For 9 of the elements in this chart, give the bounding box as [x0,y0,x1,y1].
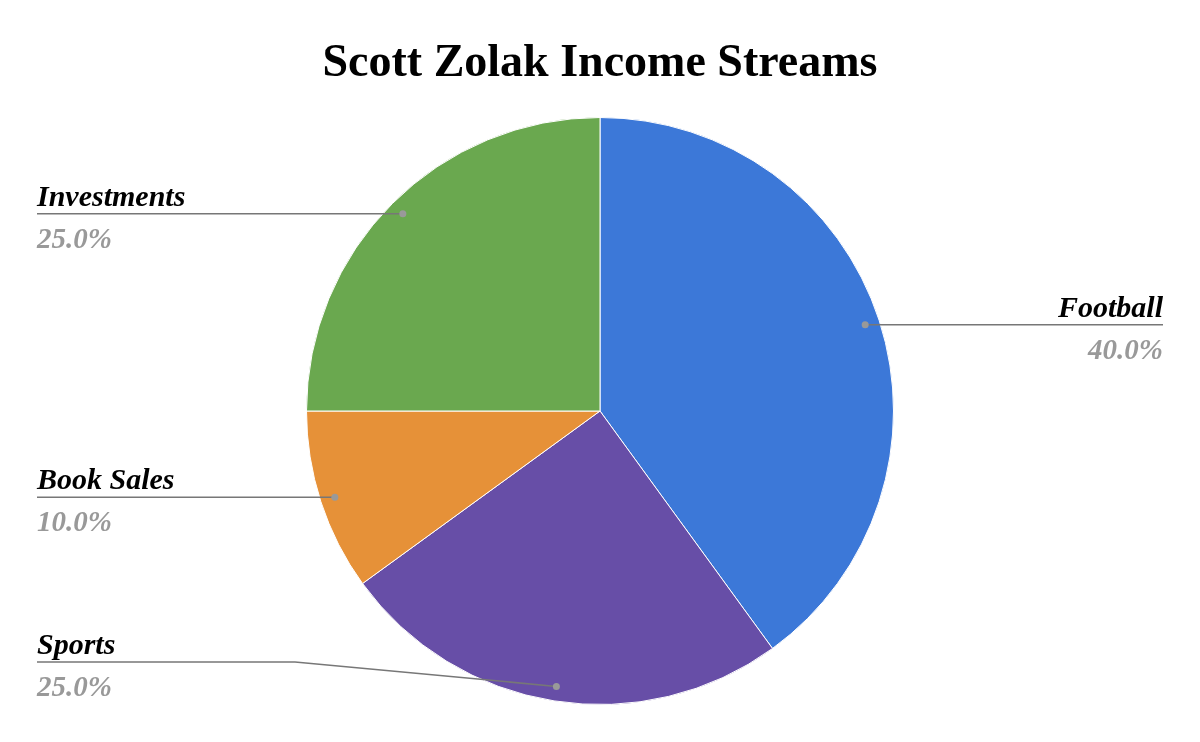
data-label: 10.0% [37,505,112,538]
data-label: 40.0% [1087,332,1163,365]
data-label: 25.0% [36,221,112,254]
slice-label: Football [1056,289,1164,323]
slice-label: Book Sales [36,462,175,496]
slice-label: Investments [36,178,186,212]
chart-title: Scott Zolak Income Streams [321,34,879,87]
data-label: 25.0% [36,670,112,702]
slice-label: Sports [37,627,116,660]
